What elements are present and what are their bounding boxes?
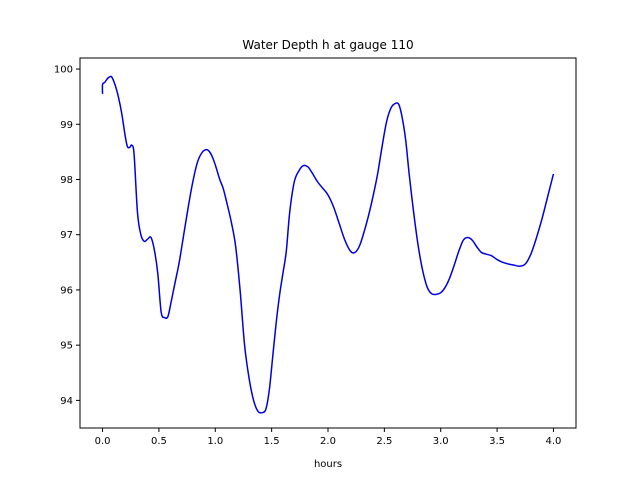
x-tick-label: 3.0 — [433, 436, 449, 447]
plot-area — [80, 58, 576, 428]
y-tick-label: 96 — [60, 285, 73, 296]
y-tick-label: 98 — [60, 175, 73, 186]
series-layer — [101, 75, 555, 414]
x-tick-label: 2.0 — [320, 436, 336, 447]
x-axis-ticks: 0.0 0.5 1.0 1.5 2.0 2.5 3.0 3.5 4.0 — [95, 428, 562, 447]
y-tick-label: 100 — [54, 65, 73, 76]
y-tick-label: 99 — [60, 120, 73, 131]
x-tick-label: 3.5 — [489, 436, 505, 447]
x-tick-label: 0.5 — [151, 436, 167, 447]
x-tick-label: 4.0 — [546, 436, 562, 447]
series-line-0 — [101, 75, 555, 414]
x-tick-label: 1.0 — [207, 436, 223, 447]
x-tick-label: 1.5 — [264, 436, 280, 447]
x-axis-label: hours — [314, 459, 342, 470]
x-tick-label: 2.5 — [376, 436, 392, 447]
chart-title: Water Depth h at gauge 110 — [242, 38, 413, 52]
y-tick-label: 94 — [60, 396, 73, 407]
y-tick-label: 97 — [60, 230, 73, 241]
y-axis-ticks: 94 95 96 97 98 99 100 — [54, 65, 80, 407]
y-tick-label: 95 — [60, 341, 73, 352]
x-tick-label: 0.0 — [95, 436, 111, 447]
